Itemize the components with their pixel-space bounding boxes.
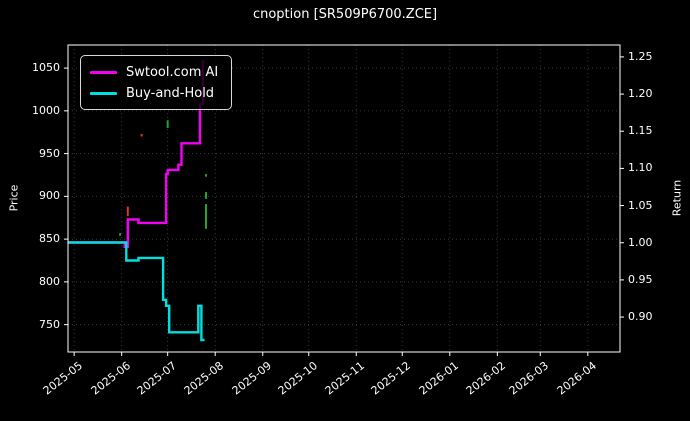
return-tick-label: 1.05: [628, 198, 653, 212]
price-tick-label: 900: [39, 189, 60, 203]
price-tick-label: 1050: [32, 61, 60, 75]
return-tick-label: 1.15: [628, 124, 653, 138]
return-tick-label: 0.95: [628, 272, 653, 286]
buyhold-line-swatch: [90, 91, 117, 95]
return-tick-label: 0.90: [628, 310, 653, 324]
legend-label-ai: Swtool.com AI: [126, 64, 219, 80]
return-tick-label: 1.10: [628, 161, 653, 175]
return-tick-label: 1.00: [628, 235, 653, 249]
series-line: [68, 60, 205, 248]
price-tick-label: 1000: [32, 103, 60, 117]
ai-line-swatch: [90, 70, 117, 74]
return-tick-label: 1.20: [628, 87, 653, 101]
plot-border: [67, 44, 621, 353]
legend: Swtool.com AI Buy-and-Hold: [80, 55, 232, 110]
price-tick-label: 850: [39, 232, 60, 246]
price-tick-label: 950: [39, 146, 60, 160]
price-tick-label: 750: [39, 317, 60, 331]
legend-item-buyhold: Buy-and-Hold: [90, 84, 221, 102]
chart-title: cnoption [SR509P6700.ZCE]: [252, 7, 438, 22]
series-line: [68, 241, 205, 342]
legend-item-ai: Swtool.com AI: [90, 63, 221, 81]
price-tick-label: 800: [39, 274, 60, 288]
legend-label-buyhold: Buy-and-Hold: [126, 85, 215, 101]
return-tick-label: 1.25: [628, 49, 653, 63]
